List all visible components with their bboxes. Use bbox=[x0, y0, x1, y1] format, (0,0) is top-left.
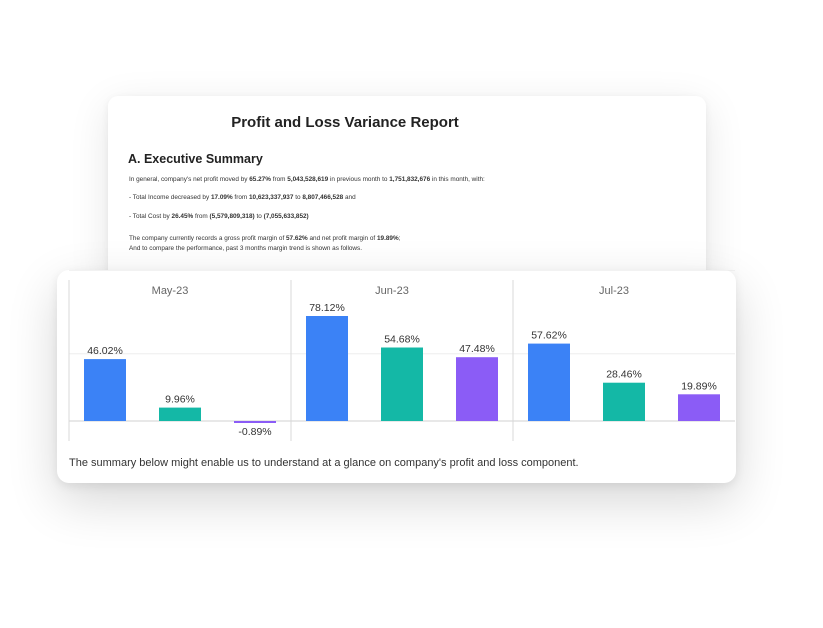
data-label: 19.89% bbox=[681, 380, 717, 392]
highlight-value: 5,043,528,619 bbox=[287, 176, 329, 183]
report-card: Profit and Loss Variance Report A. Execu… bbox=[108, 96, 706, 286]
data-label: 47.48% bbox=[459, 343, 495, 355]
summary-text: in previous month to bbox=[328, 176, 390, 183]
summary-text: to bbox=[254, 213, 264, 220]
bar bbox=[84, 359, 126, 421]
summary-text: from bbox=[232, 194, 249, 201]
highlight-value: (5,579,809,318) bbox=[209, 213, 255, 220]
margin-chart-card: May-23 46.02% 9.96% -0.89% Jun-23 78.12% 54.68… bbox=[57, 270, 736, 483]
margin-summary: The company currently records a gross pr… bbox=[129, 235, 400, 242]
summary-text: - Total Cost by bbox=[129, 213, 172, 220]
category-label: Jul-23 bbox=[599, 285, 629, 297]
category-label: May-23 bbox=[152, 285, 189, 297]
summary-text: from bbox=[193, 213, 210, 220]
bar bbox=[381, 347, 423, 421]
chart-caption: The summary below might enable us to und… bbox=[69, 457, 579, 469]
bar bbox=[159, 407, 201, 421]
highlight-value: 65.27% bbox=[249, 176, 271, 183]
highlight-value: 26.45% bbox=[171, 213, 194, 220]
highlight-value: (7,055,633,852) bbox=[263, 213, 309, 220]
data-label: 54.68% bbox=[384, 334, 420, 346]
category-label: Jun-23 bbox=[375, 285, 409, 297]
net-profit-summary: In general, company's net profit moved b… bbox=[129, 176, 485, 183]
cost-summary: - Total Cost by 26.45% from (5,579,809,3… bbox=[129, 213, 309, 220]
data-label: 78.12% bbox=[309, 302, 345, 314]
summary-text: - Total Income decreased by bbox=[129, 194, 211, 201]
summary-text: to bbox=[293, 194, 303, 201]
summary-text: ; bbox=[398, 235, 401, 242]
bar bbox=[603, 382, 645, 421]
report-title: Profit and Loss Variance Report bbox=[231, 114, 459, 131]
highlight-value: 17.09% bbox=[210, 194, 233, 201]
data-label: 57.62% bbox=[531, 330, 567, 342]
highlight-value: 10,623,337,937 bbox=[248, 194, 294, 201]
highlight-value: 19.89% bbox=[376, 235, 399, 242]
highlight-value: 8,807,466,528 bbox=[302, 194, 344, 201]
data-label: 9.96% bbox=[165, 394, 195, 406]
bar bbox=[456, 357, 498, 421]
summary-text: from bbox=[270, 176, 288, 183]
bar bbox=[234, 421, 276, 423]
summary-text: In general, company's net profit moved b… bbox=[129, 176, 250, 183]
margin-trend-chart: May-23 46.02% 9.96% -0.89% Jun-23 78.12% 54.68… bbox=[68, 270, 735, 441]
data-label: 46.02% bbox=[87, 345, 123, 357]
bar bbox=[306, 316, 348, 421]
summary-text: and net profit margin of bbox=[307, 235, 377, 242]
summary-text: The company currently records a gross pr… bbox=[129, 235, 286, 242]
bar bbox=[528, 343, 570, 421]
highlight-value: 57.62% bbox=[286, 235, 308, 242]
compare-note: And to compare the performance, past 3 m… bbox=[129, 245, 363, 252]
highlight-value: 1,751,832,676 bbox=[389, 176, 431, 183]
summary-text: and bbox=[343, 194, 356, 201]
executive-summary-heading: A. Executive Summary bbox=[128, 152, 263, 166]
bar bbox=[678, 394, 720, 421]
income-summary: - Total Income decreased by 17.09% from … bbox=[129, 194, 356, 201]
data-label: -0.89% bbox=[238, 426, 271, 438]
summary-text: in this month, with: bbox=[430, 176, 485, 183]
data-label: 28.46% bbox=[606, 369, 642, 381]
